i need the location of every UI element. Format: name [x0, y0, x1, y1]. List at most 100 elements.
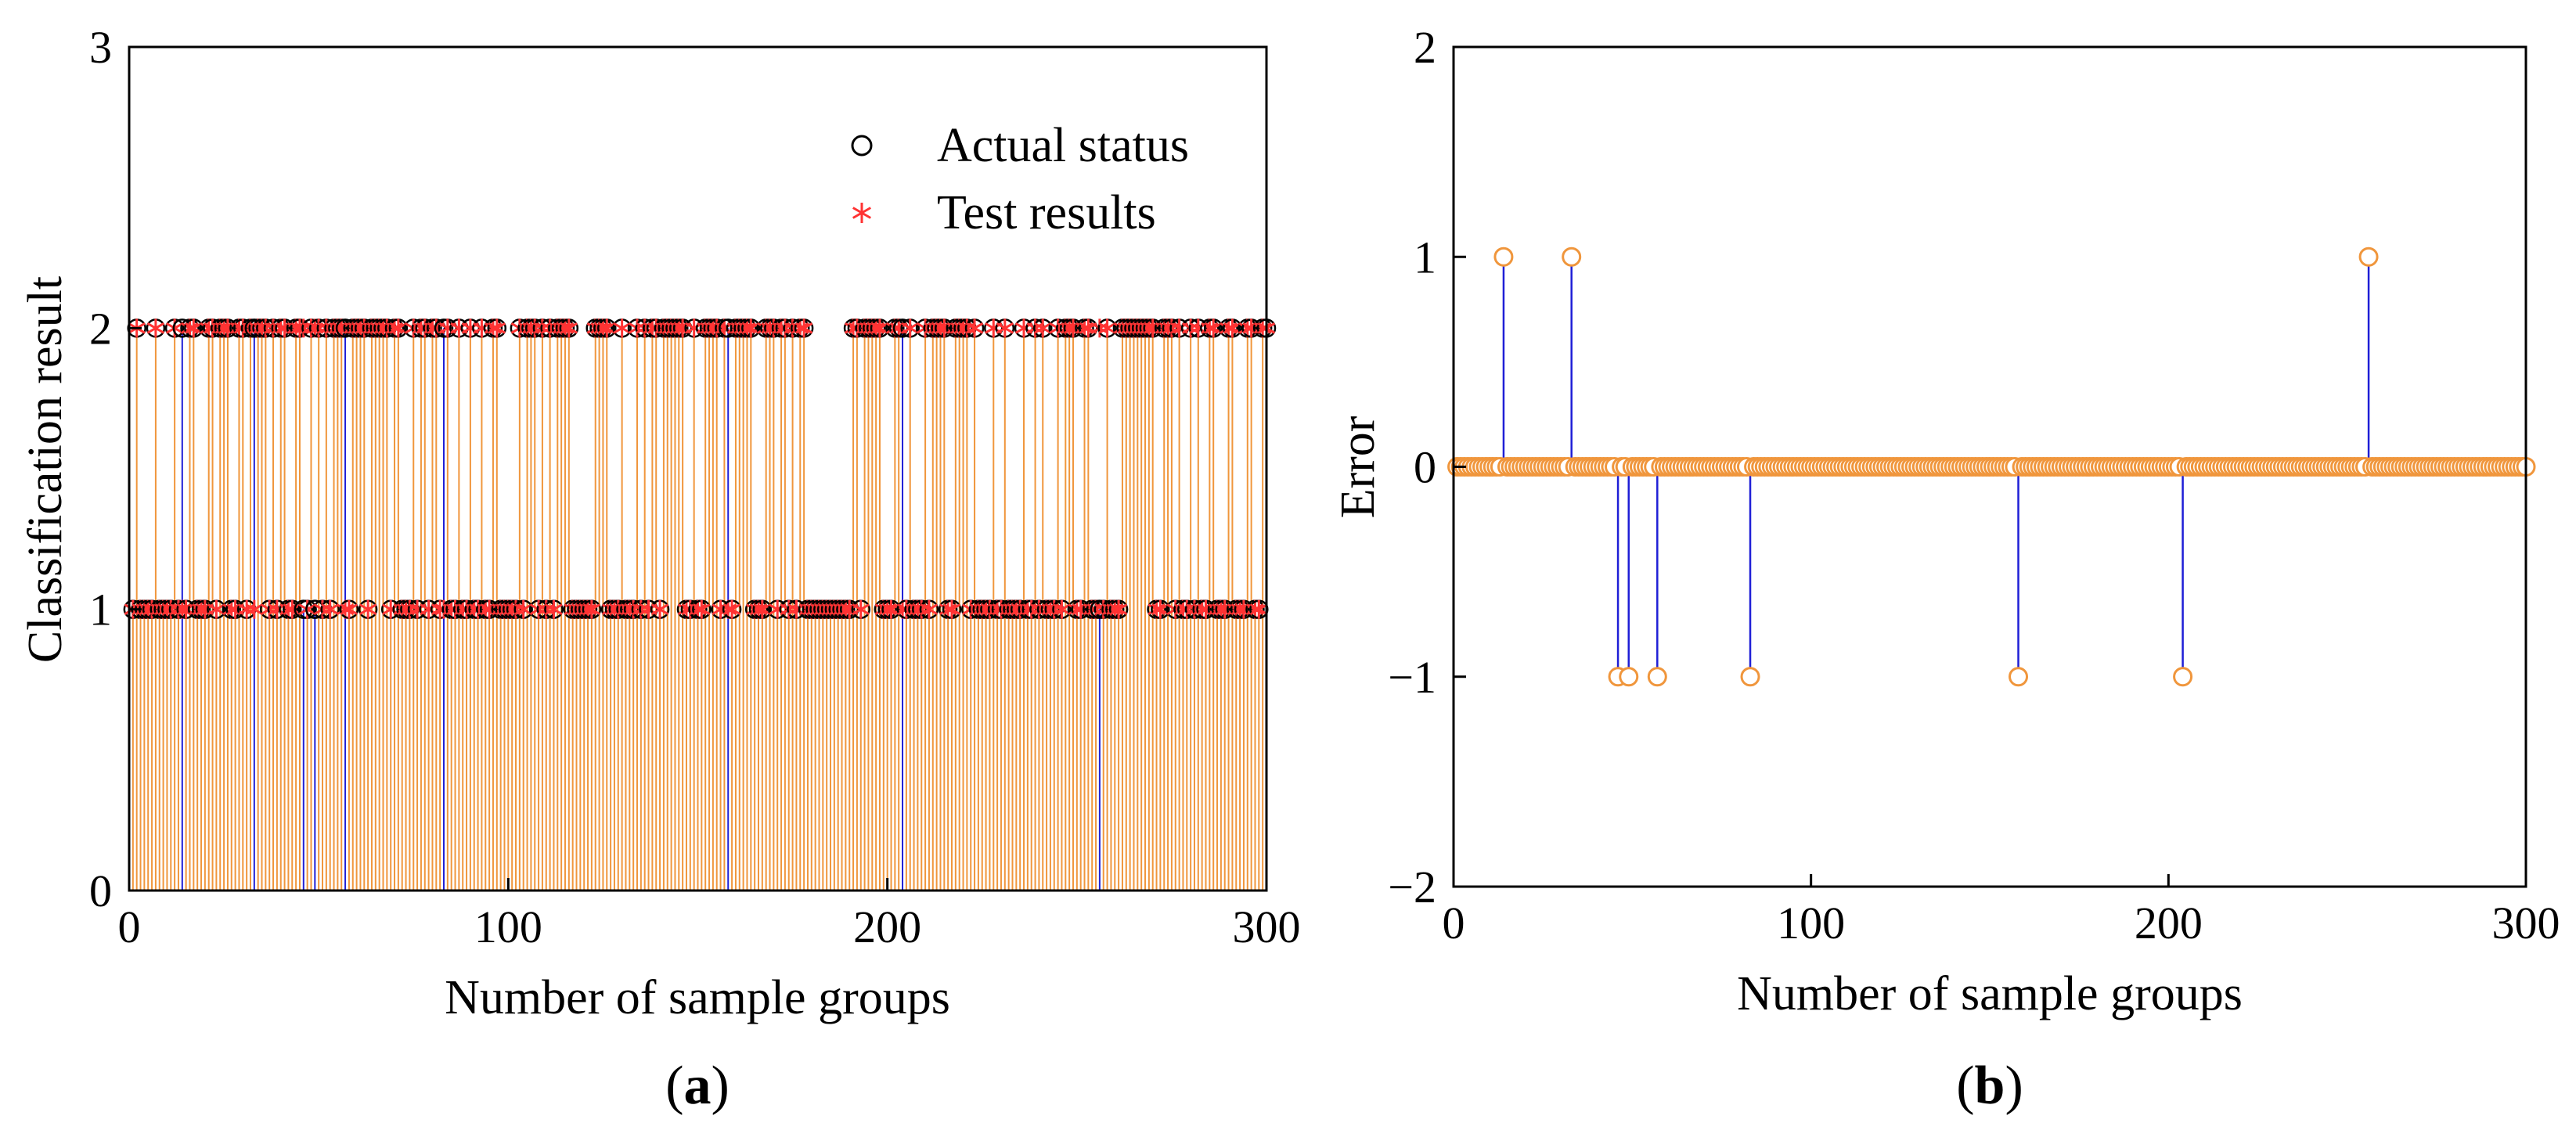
- a-test-marker: [965, 318, 984, 338]
- b-error-marker: [2173, 667, 2193, 687]
- a-test-marker: [529, 599, 548, 619]
- a-test-marker: [222, 599, 240, 619]
- b-stems-group: [1502, 257, 2370, 677]
- b-y-axis-title: Error: [1331, 416, 1385, 518]
- a-test-marker: [1238, 318, 1256, 338]
- a-test-marker: [590, 318, 608, 338]
- a-test-marker: [700, 318, 719, 338]
- a-test-marker: [1181, 318, 1200, 338]
- panel-label-b-open: (: [1956, 1056, 1974, 1116]
- a-test-marker: [928, 318, 946, 338]
- a-legend: Actual status Test results: [851, 119, 1189, 239]
- a-test-marker: [348, 318, 366, 338]
- a-test-marker: [708, 318, 726, 338]
- legend-test-asterisk: [852, 203, 872, 223]
- panel-label-b-letter: b: [1975, 1056, 2005, 1116]
- a-test-marker: [874, 599, 892, 619]
- a-x-tick-label: 300: [1233, 901, 1301, 952]
- a-test-marker: [1212, 599, 1230, 619]
- a-test-marker: [1147, 599, 1166, 619]
- a-test-marker: [776, 318, 794, 338]
- legend-test-label: Test results: [937, 186, 1156, 239]
- panel-label-b-close: ): [2005, 1056, 2023, 1116]
- b-x-tick-label: 300: [2492, 898, 2560, 948]
- a-test-marker: [211, 318, 229, 338]
- a-test-marker: [272, 318, 290, 338]
- a-test-marker: [189, 599, 207, 619]
- b-ticks-group: 0 100 200 300 −2 −1 0 1 2: [1388, 22, 2560, 948]
- a-test-marker: [556, 318, 575, 338]
- a-test-marker: [1090, 318, 1109, 338]
- a-test-marker: [1151, 599, 1169, 619]
- a-test-marker: [582, 599, 601, 619]
- panel-label-a-open: (: [665, 1056, 683, 1116]
- a-plot-frame: [128, 45, 1268, 892]
- a-test-marker: [650, 599, 669, 619]
- a-test-marker: [214, 318, 233, 338]
- a-test-marker: [746, 599, 764, 619]
- a-x-axis-title: Number of sample groups: [445, 971, 950, 1024]
- a-test-marker: [358, 599, 377, 619]
- a-test-marker: [310, 318, 328, 338]
- a-test-marker: [249, 318, 267, 338]
- a-test-marker: [336, 599, 355, 619]
- a-test-marker: [185, 318, 203, 338]
- a-test-marker: [1061, 318, 1079, 338]
- a-test-marker: [791, 318, 809, 338]
- a-test-marker: [942, 599, 961, 619]
- a-test-marker: [863, 318, 881, 338]
- a-test-marker: [625, 599, 643, 619]
- a-test-marker: [1208, 599, 1227, 619]
- a-test-marker: [794, 318, 813, 338]
- a-test-marker: [852, 599, 870, 619]
- a-markers-group: [123, 318, 1277, 619]
- a-test-marker: [1075, 318, 1093, 338]
- a-test-marker: [283, 599, 301, 619]
- a-test-marker: [1098, 318, 1116, 338]
- a-test-marker: [1155, 318, 1173, 338]
- panel-label-a: (a): [665, 1056, 730, 1116]
- a-y-tick-label: 3: [89, 22, 112, 73]
- a-test-marker: [1220, 318, 1238, 338]
- a-test-marker: [693, 599, 711, 619]
- a-test-marker: [920, 599, 939, 619]
- legend-actual-marker: [851, 135, 873, 157]
- a-test-marker: [514, 599, 532, 619]
- a-test-marker: [192, 599, 211, 619]
- a-test-marker: [325, 318, 343, 338]
- a-test-marker: [719, 599, 737, 619]
- a-test-marker: [1254, 318, 1272, 338]
- a-test-marker: [833, 599, 851, 619]
- a-test-marker: [340, 599, 358, 619]
- a-test-marker: [1102, 599, 1120, 619]
- a-test-marker: [1086, 599, 1105, 619]
- a-test-marker: [598, 318, 616, 338]
- b-y-tick-label: 1: [1414, 232, 1436, 282]
- a-x-tick-label: 0: [118, 901, 141, 952]
- a-test-marker: [526, 318, 544, 338]
- a-test-marker: [423, 318, 441, 338]
- a-y-axis-title: Classification result: [19, 276, 72, 663]
- a-test-marker: [245, 599, 263, 619]
- a-test-marker: [753, 599, 771, 619]
- legend-test-marker: [852, 203, 872, 223]
- a-x-tick-label: 100: [474, 901, 542, 952]
- a-test-marker: [207, 599, 225, 619]
- a-test-marker: [1037, 599, 1056, 619]
- a-y-tick-label: 0: [89, 865, 112, 916]
- a-test-marker: [1057, 318, 1075, 338]
- a-test-marker: [238, 599, 256, 619]
- panel-label-a-letter: a: [684, 1056, 712, 1116]
- a-test-marker: [1193, 599, 1211, 619]
- a-test-marker: [837, 599, 855, 619]
- a-test-marker: [165, 318, 184, 338]
- a-test-marker: [146, 318, 165, 338]
- b-error-marker: [1619, 667, 1639, 687]
- a-test-marker: [601, 599, 620, 619]
- a-test-marker: [613, 318, 631, 338]
- a-test-marker: [738, 318, 756, 338]
- a-test-marker: [870, 318, 889, 338]
- a-test-marker: [533, 318, 552, 338]
- a-test-marker: [389, 318, 408, 338]
